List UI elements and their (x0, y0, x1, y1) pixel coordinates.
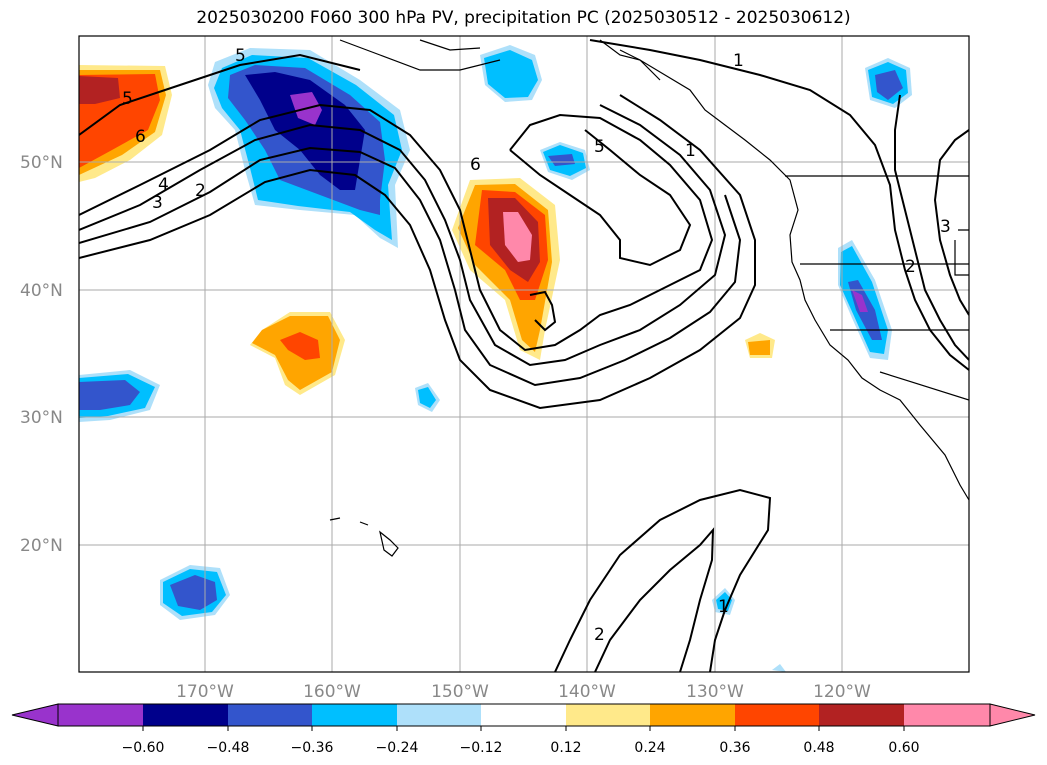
colorbar-tick-label: −0.48 (207, 740, 250, 756)
lon-label: 130°W (686, 682, 744, 702)
pv-contours (79, 39, 969, 672)
colorbar-tick-label: −0.60 (122, 740, 165, 756)
lon-labels: 170°W 160°W 150°W 140°W 130°W 120°W (176, 682, 871, 702)
colorbar-tick-label: 0.48 (803, 740, 834, 756)
contour-label: 5 (235, 46, 246, 66)
contour-label: 5 (122, 89, 133, 109)
colorbar-tick-label: 0.12 (550, 740, 581, 756)
colorbar-tick-label: 0.36 (719, 740, 750, 756)
contour-label: 1 (685, 141, 696, 161)
colorbar-cell (143, 704, 228, 726)
colorbar-cell (312, 704, 397, 726)
contour-label: 2 (195, 181, 206, 201)
contour-label: 3 (152, 193, 163, 213)
colorbar-cell (228, 704, 312, 726)
lon-label: 150°W (431, 682, 489, 702)
colorbar-cell (397, 704, 481, 726)
positive-precip-anomaly (79, 65, 775, 395)
lon-label: 170°W (176, 682, 234, 702)
colorbar-cell (58, 704, 143, 726)
lon-label: 120°W (813, 682, 871, 702)
contour-label: 6 (470, 155, 481, 175)
lon-label: 140°W (558, 682, 616, 702)
lat-label: 40°N (20, 281, 63, 301)
colorbar-extend-left (11, 703, 59, 727)
coastlines (329, 39, 969, 557)
contour-label: 4 (158, 175, 169, 195)
contour-label: 2 (594, 625, 605, 645)
colorbar-cell (904, 704, 990, 726)
contour-labels: 5 5 6 4 3 2 5 6 1 1 3 2 2 1 (122, 46, 951, 645)
colorbar-tick-label: −0.12 (460, 740, 503, 756)
colorbar-tick-label: 0.24 (634, 740, 665, 756)
contour-label: 2 (905, 257, 916, 277)
map-title: 2025030200 F060 300 hPa PV, precipitatio… (196, 8, 851, 28)
colorbar-cell (735, 704, 819, 726)
lat-label: 30°N (20, 408, 63, 428)
colorbar-extend-right (989, 703, 1036, 727)
colorbar-tick-label: −0.36 (291, 740, 334, 756)
colorbar-cell (650, 704, 735, 726)
contour-label: 1 (733, 51, 744, 71)
lon-label: 160°W (303, 682, 361, 702)
colorbar-tick-label: 0.60 (888, 740, 919, 756)
contour-label: 3 (940, 217, 951, 237)
contour-label: 5 (594, 137, 605, 157)
lat-labels: 50°N 40°N 30°N 20°N (20, 153, 63, 556)
lat-label: 20°N (20, 536, 63, 556)
map-plot: 5 5 6 4 3 2 5 6 1 1 3 2 2 1 (79, 36, 969, 672)
lat-label: 50°N (20, 153, 63, 173)
colorbar: −0.60 −0.48 −0.36 −0.24 −0.12 0.12 0.24 0.36 0.4… (11, 703, 1036, 756)
colorbar-cell (481, 704, 566, 726)
contour-label: 1 (718, 597, 729, 617)
plot-frame (78, 35, 970, 673)
colorbar-cell (566, 704, 650, 726)
colorbar-tick-label: −0.24 (376, 740, 419, 756)
contour-label: 6 (135, 127, 146, 147)
colorbar-cell (819, 704, 904, 726)
